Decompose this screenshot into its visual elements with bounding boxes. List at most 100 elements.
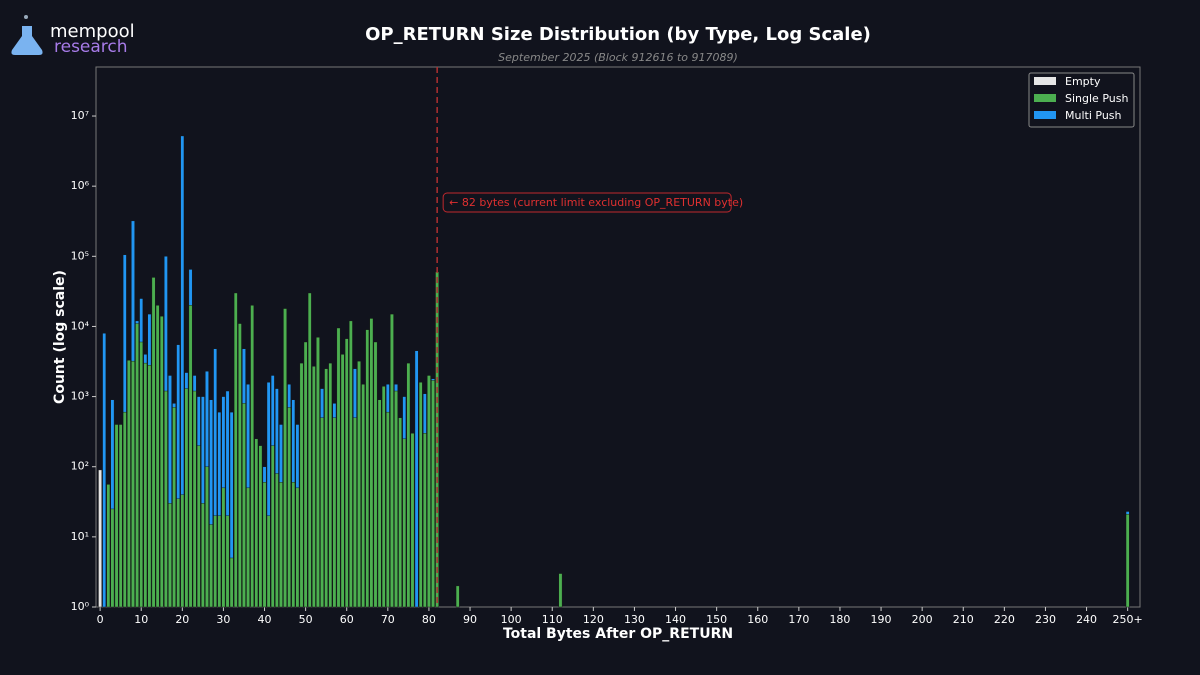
bar (332, 417, 337, 608)
legend-swatch (1034, 77, 1056, 85)
bar (361, 384, 366, 608)
x-tick-label: 120 (583, 613, 604, 626)
bar (213, 515, 218, 608)
bar (229, 557, 234, 608)
bar (307, 292, 312, 608)
logo-line2: research (54, 37, 128, 57)
bar (558, 573, 563, 608)
x-tick-label: 90 (463, 613, 477, 626)
bar (279, 482, 283, 608)
plot-frame (95, 66, 1141, 608)
bar (102, 333, 107, 608)
bar (348, 320, 353, 608)
x-tick-label: 0 (97, 613, 104, 626)
bar (320, 417, 324, 608)
x-tick-label: 150 (706, 613, 727, 626)
bar (262, 482, 267, 608)
bar (324, 368, 329, 608)
x-tick-label: 170 (788, 613, 809, 626)
bar (147, 365, 152, 608)
bar (155, 305, 160, 608)
bar (328, 362, 333, 608)
bar (131, 360, 135, 608)
bar (122, 411, 127, 608)
legend-label: Multi Push (1065, 109, 1122, 122)
bar (106, 484, 111, 608)
y-tick-label: 10⁴ (71, 319, 90, 332)
bar (233, 292, 238, 608)
logo-bubble (24, 15, 28, 19)
x-tick-label: 160 (747, 613, 768, 626)
bar (159, 315, 164, 608)
x-tick-label: 40 (258, 613, 272, 626)
bar (242, 403, 246, 608)
bar (135, 323, 139, 608)
legend: Empty Single Push Multi Push (1028, 72, 1135, 128)
annotation-text: ← 82 bytes (current limit excluding OP_R… (449, 196, 743, 209)
bar (270, 445, 275, 608)
bar (418, 382, 423, 608)
x-axis-label: Total Bytes After OP_RETURN (503, 626, 733, 642)
x-tick-label: 70 (381, 613, 395, 626)
bar (291, 482, 296, 608)
bar (1125, 514, 1130, 608)
bar (258, 445, 263, 608)
legend-label: Empty (1065, 75, 1101, 88)
chart-subtitle: September 2025 (Block 912616 to 917089) (498, 51, 738, 64)
bar (385, 411, 390, 608)
bar (238, 323, 242, 608)
bar (365, 329, 370, 608)
bar (172, 407, 176, 608)
bar (205, 466, 209, 608)
bar (139, 341, 144, 608)
x-tick-label: 100 (501, 613, 522, 626)
bar (299, 362, 304, 608)
x-tick-label: 210 (953, 613, 974, 626)
bar (406, 362, 411, 608)
bar (266, 515, 271, 608)
x-tick-label: 140 (665, 613, 686, 626)
bar (390, 313, 394, 608)
bar (225, 515, 230, 608)
bar (455, 585, 460, 608)
bar (336, 327, 341, 608)
bar (164, 390, 168, 608)
bar (414, 350, 419, 608)
y-tick-label: 10¹ (71, 530, 89, 543)
bar (340, 354, 345, 608)
bar (114, 424, 119, 608)
logo-line1: mempool (50, 21, 135, 42)
bar (127, 360, 131, 608)
chart-title: OP_RETURN Size Distribution (by Type, Lo… (365, 24, 871, 45)
x-tick-label: 60 (340, 613, 354, 626)
x-tick-label: 130 (624, 613, 645, 626)
bar (422, 433, 427, 608)
bar (176, 498, 181, 608)
bar (188, 305, 193, 608)
x-tick-label: 250+ (1113, 613, 1143, 626)
x-tick-label: 230 (1035, 613, 1056, 626)
x-tick-label: 80 (422, 613, 436, 626)
logo-flask (11, 26, 43, 55)
bar (381, 386, 386, 608)
bar (192, 390, 197, 608)
bar (98, 469, 102, 608)
bar (110, 508, 115, 608)
bar (254, 438, 259, 608)
bar (353, 417, 357, 608)
x-tick-label: 190 (871, 613, 892, 626)
y-tick-label: 10⁶ (71, 179, 90, 192)
y-tick-label: 10³ (71, 390, 89, 403)
bar (303, 341, 308, 608)
annotation-box (442, 192, 732, 213)
bar (427, 375, 431, 608)
x-tick-label: 50 (299, 613, 313, 626)
x-tick-label: 220 (994, 613, 1015, 626)
bar (295, 487, 300, 608)
bar (180, 494, 185, 608)
logo: mempool research (11, 15, 135, 57)
y-tick-label: 10² (71, 460, 89, 473)
bar (373, 341, 378, 608)
legend-swatch (1034, 94, 1056, 102)
bar (369, 318, 374, 608)
